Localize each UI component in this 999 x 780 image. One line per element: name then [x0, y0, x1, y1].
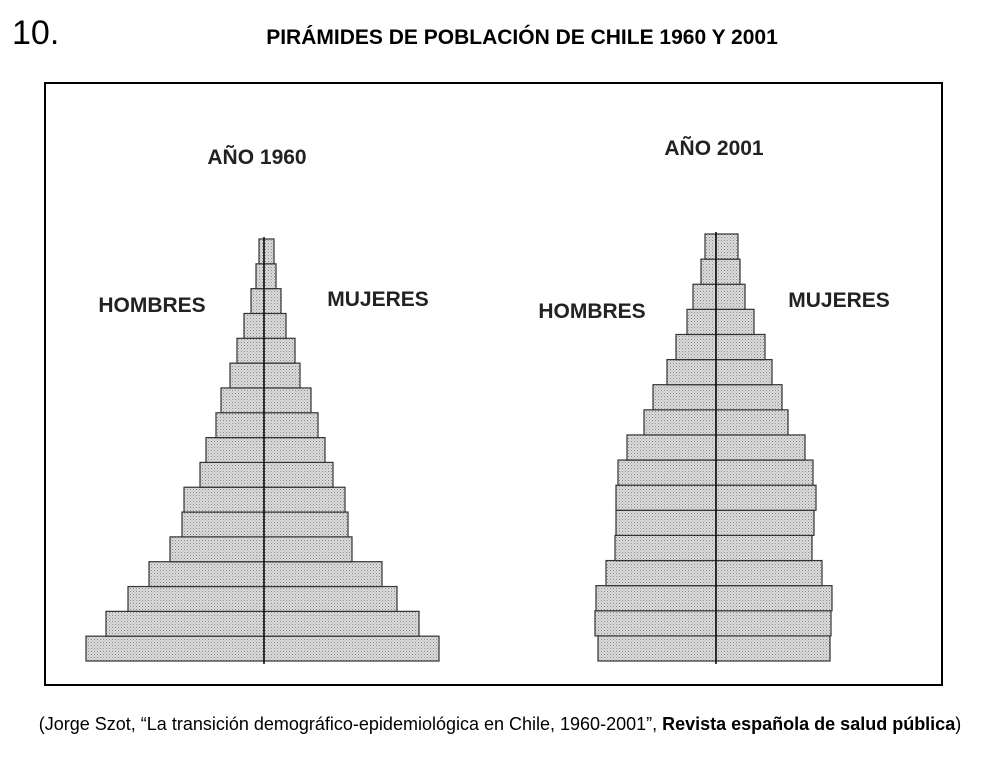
- bar-1960-female-0: [263, 635, 440, 662]
- bar-1960-male-2: [127, 585, 265, 612]
- bar-1960-female-12: [263, 337, 296, 364]
- bar-1960-female-5: [263, 511, 349, 538]
- bar-2001-female-4: [715, 534, 813, 562]
- bar-1960-male-12: [236, 337, 265, 364]
- bar-2001-female-7: [715, 459, 814, 486]
- caption-journal: Revista española de salud pública: [662, 714, 956, 734]
- bar-2001-male-6: [615, 484, 717, 511]
- bar-1960-female-13: [263, 312, 287, 339]
- bar-1960-female-16: [263, 238, 275, 265]
- bar-1960-male-3: [148, 561, 265, 588]
- bar-2001-male-8: [626, 434, 717, 461]
- chart-frame: AÑO 1960 HOMBRES MUJERES AÑO 2001 HOMBRE…: [44, 82, 943, 686]
- bar-2001-female-11: [715, 358, 773, 386]
- pyramid-1960-title: AÑO 1960: [207, 146, 306, 169]
- bar-1960-female-1: [263, 610, 420, 637]
- bar-2001-female-14: [715, 283, 746, 310]
- bar-1960-male-4: [169, 536, 265, 563]
- bar-1960-female-14: [263, 288, 282, 315]
- bar-2001-female-13: [715, 308, 755, 336]
- pyramid-1960-left-label: HOMBRES: [98, 294, 205, 317]
- bar-1960-male-0: [85, 635, 265, 662]
- bar-2001-female-6: [715, 484, 817, 511]
- bar-2001-female-0: [715, 635, 831, 662]
- pyramid-1960-right-label: MUJERES: [327, 288, 429, 311]
- bar-1960-male-1: [105, 610, 265, 637]
- bar-1960-male-6: [183, 486, 265, 513]
- bar-2001-female-15: [715, 258, 741, 285]
- bar-2001-female-10: [715, 384, 783, 411]
- bar-1960-female-10: [263, 387, 312, 414]
- bar-2001-male-4: [614, 534, 717, 562]
- bar-2001-male-2: [595, 585, 717, 612]
- bar-1960-female-9: [263, 412, 319, 439]
- bar-2001-male-5: [615, 509, 717, 537]
- bar-1960-male-5: [181, 511, 265, 538]
- bar-1960-male-10: [220, 387, 265, 414]
- bar-1960-male-14: [250, 288, 265, 315]
- bar-2001-male-3: [605, 559, 717, 587]
- bar-1960-female-7: [263, 461, 334, 488]
- bar-2001-male-16: [704, 233, 717, 260]
- bar-1960-female-2: [263, 585, 398, 612]
- caption-prefix: (Jorge Szot, “La transición demográfico-…: [38, 714, 663, 734]
- bar-1960-male-11: [229, 362, 265, 389]
- bar-2001-male-7: [617, 459, 717, 486]
- bar-1960-female-6: [263, 486, 346, 513]
- bar-2001-male-14: [692, 283, 717, 310]
- bar-2001-female-9: [715, 409, 789, 436]
- bar-2001-female-8: [715, 434, 806, 461]
- pyramid-1960: [85, 237, 440, 664]
- question-number: 10.: [12, 14, 60, 52]
- bar-2001-female-1: [715, 610, 832, 637]
- source-caption: (Jorge Szot, “La transición demográfico-…: [30, 712, 970, 736]
- bar-2001-female-16: [715, 233, 739, 260]
- bar-2001-male-13: [686, 308, 717, 336]
- pyramid-2001: [594, 232, 833, 664]
- bar-1960-female-4: [263, 536, 353, 563]
- bar-1960-male-8: [205, 436, 265, 464]
- bar-2001-male-12: [675, 333, 717, 361]
- bar-2001-female-3: [715, 559, 823, 587]
- bar-1960-female-3: [263, 561, 383, 588]
- bar-2001-male-11: [666, 358, 717, 386]
- population-pyramids-chart: AÑO 1960 HOMBRES MUJERES AÑO 2001 HOMBRE…: [85, 137, 890, 664]
- bar-2001-male-0: [597, 635, 717, 662]
- pyramid-2001-right-label: MUJERES: [788, 289, 890, 312]
- bar-2001-female-5: [715, 509, 815, 537]
- bar-1960-male-9: [215, 412, 265, 439]
- bar-2001-female-2: [715, 585, 833, 612]
- page-title: PIRÁMIDES DE POBLACIÓN DE CHILE 1960 Y 2…: [266, 26, 778, 49]
- pyramid-2001-left-label: HOMBRES: [538, 300, 645, 323]
- bar-1960-male-7: [199, 461, 265, 488]
- bar-2001-male-9: [643, 409, 717, 436]
- caption-suffix: ): [955, 714, 962, 734]
- pyramid-2001-title: AÑO 2001: [664, 137, 764, 160]
- bar-1960-male-15: [255, 263, 265, 290]
- bar-2001-male-10: [652, 384, 717, 411]
- bar-2001-female-12: [715, 333, 766, 361]
- bar-2001-male-1: [594, 610, 717, 637]
- bar-1960-male-13: [243, 312, 265, 339]
- bar-2001-male-15: [700, 258, 717, 285]
- bar-1960-female-11: [263, 362, 301, 389]
- bar-1960-female-8: [263, 436, 326, 464]
- bar-1960-female-15: [263, 263, 277, 290]
